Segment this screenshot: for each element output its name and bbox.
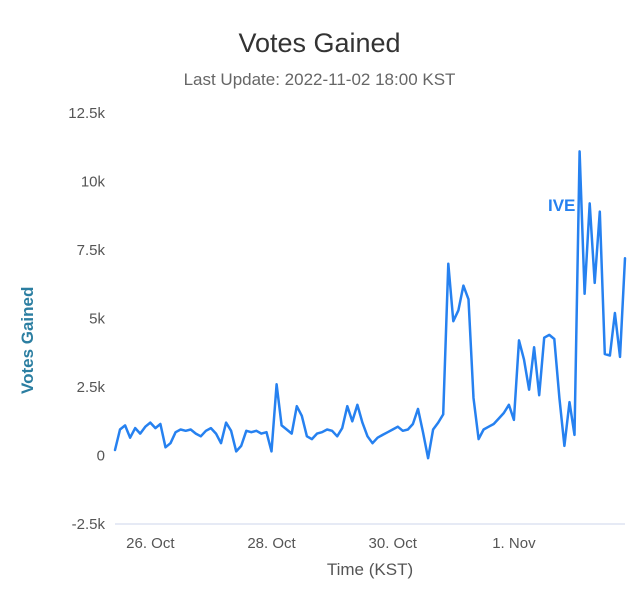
y-axis-tick-label: 7.5k <box>77 242 106 259</box>
x-axis-title: Time (KST) <box>326 560 414 579</box>
y-axis-tick-label: 12.5k <box>68 105 105 122</box>
y-axis-tick-label: 10k <box>81 174 106 191</box>
y-axis-tick-label: 2.5k <box>77 379 106 396</box>
series-line-ive[interactable] <box>113 150 627 460</box>
y-axis-tick-label: 5k <box>89 311 105 328</box>
series-label-ive: IVE <box>548 196 576 215</box>
y-axis-tick-label: -2.5k <box>72 516 106 533</box>
x-axis-tick-label: 26. Oct <box>126 535 175 552</box>
x-axis-tick-label: 30. Oct <box>369 535 418 552</box>
x-axis-tick-label: 1. Nov <box>492 535 536 552</box>
chart-subtitle: Last Update: 2022-11-02 18:00 KST <box>183 70 456 89</box>
y-axis-title: Votes Gained <box>18 286 37 394</box>
x-axis-tick-label: 28. Oct <box>247 535 296 552</box>
chart-title: Votes Gained <box>238 28 401 58</box>
y-axis-tick-label: 0 <box>97 448 105 465</box>
